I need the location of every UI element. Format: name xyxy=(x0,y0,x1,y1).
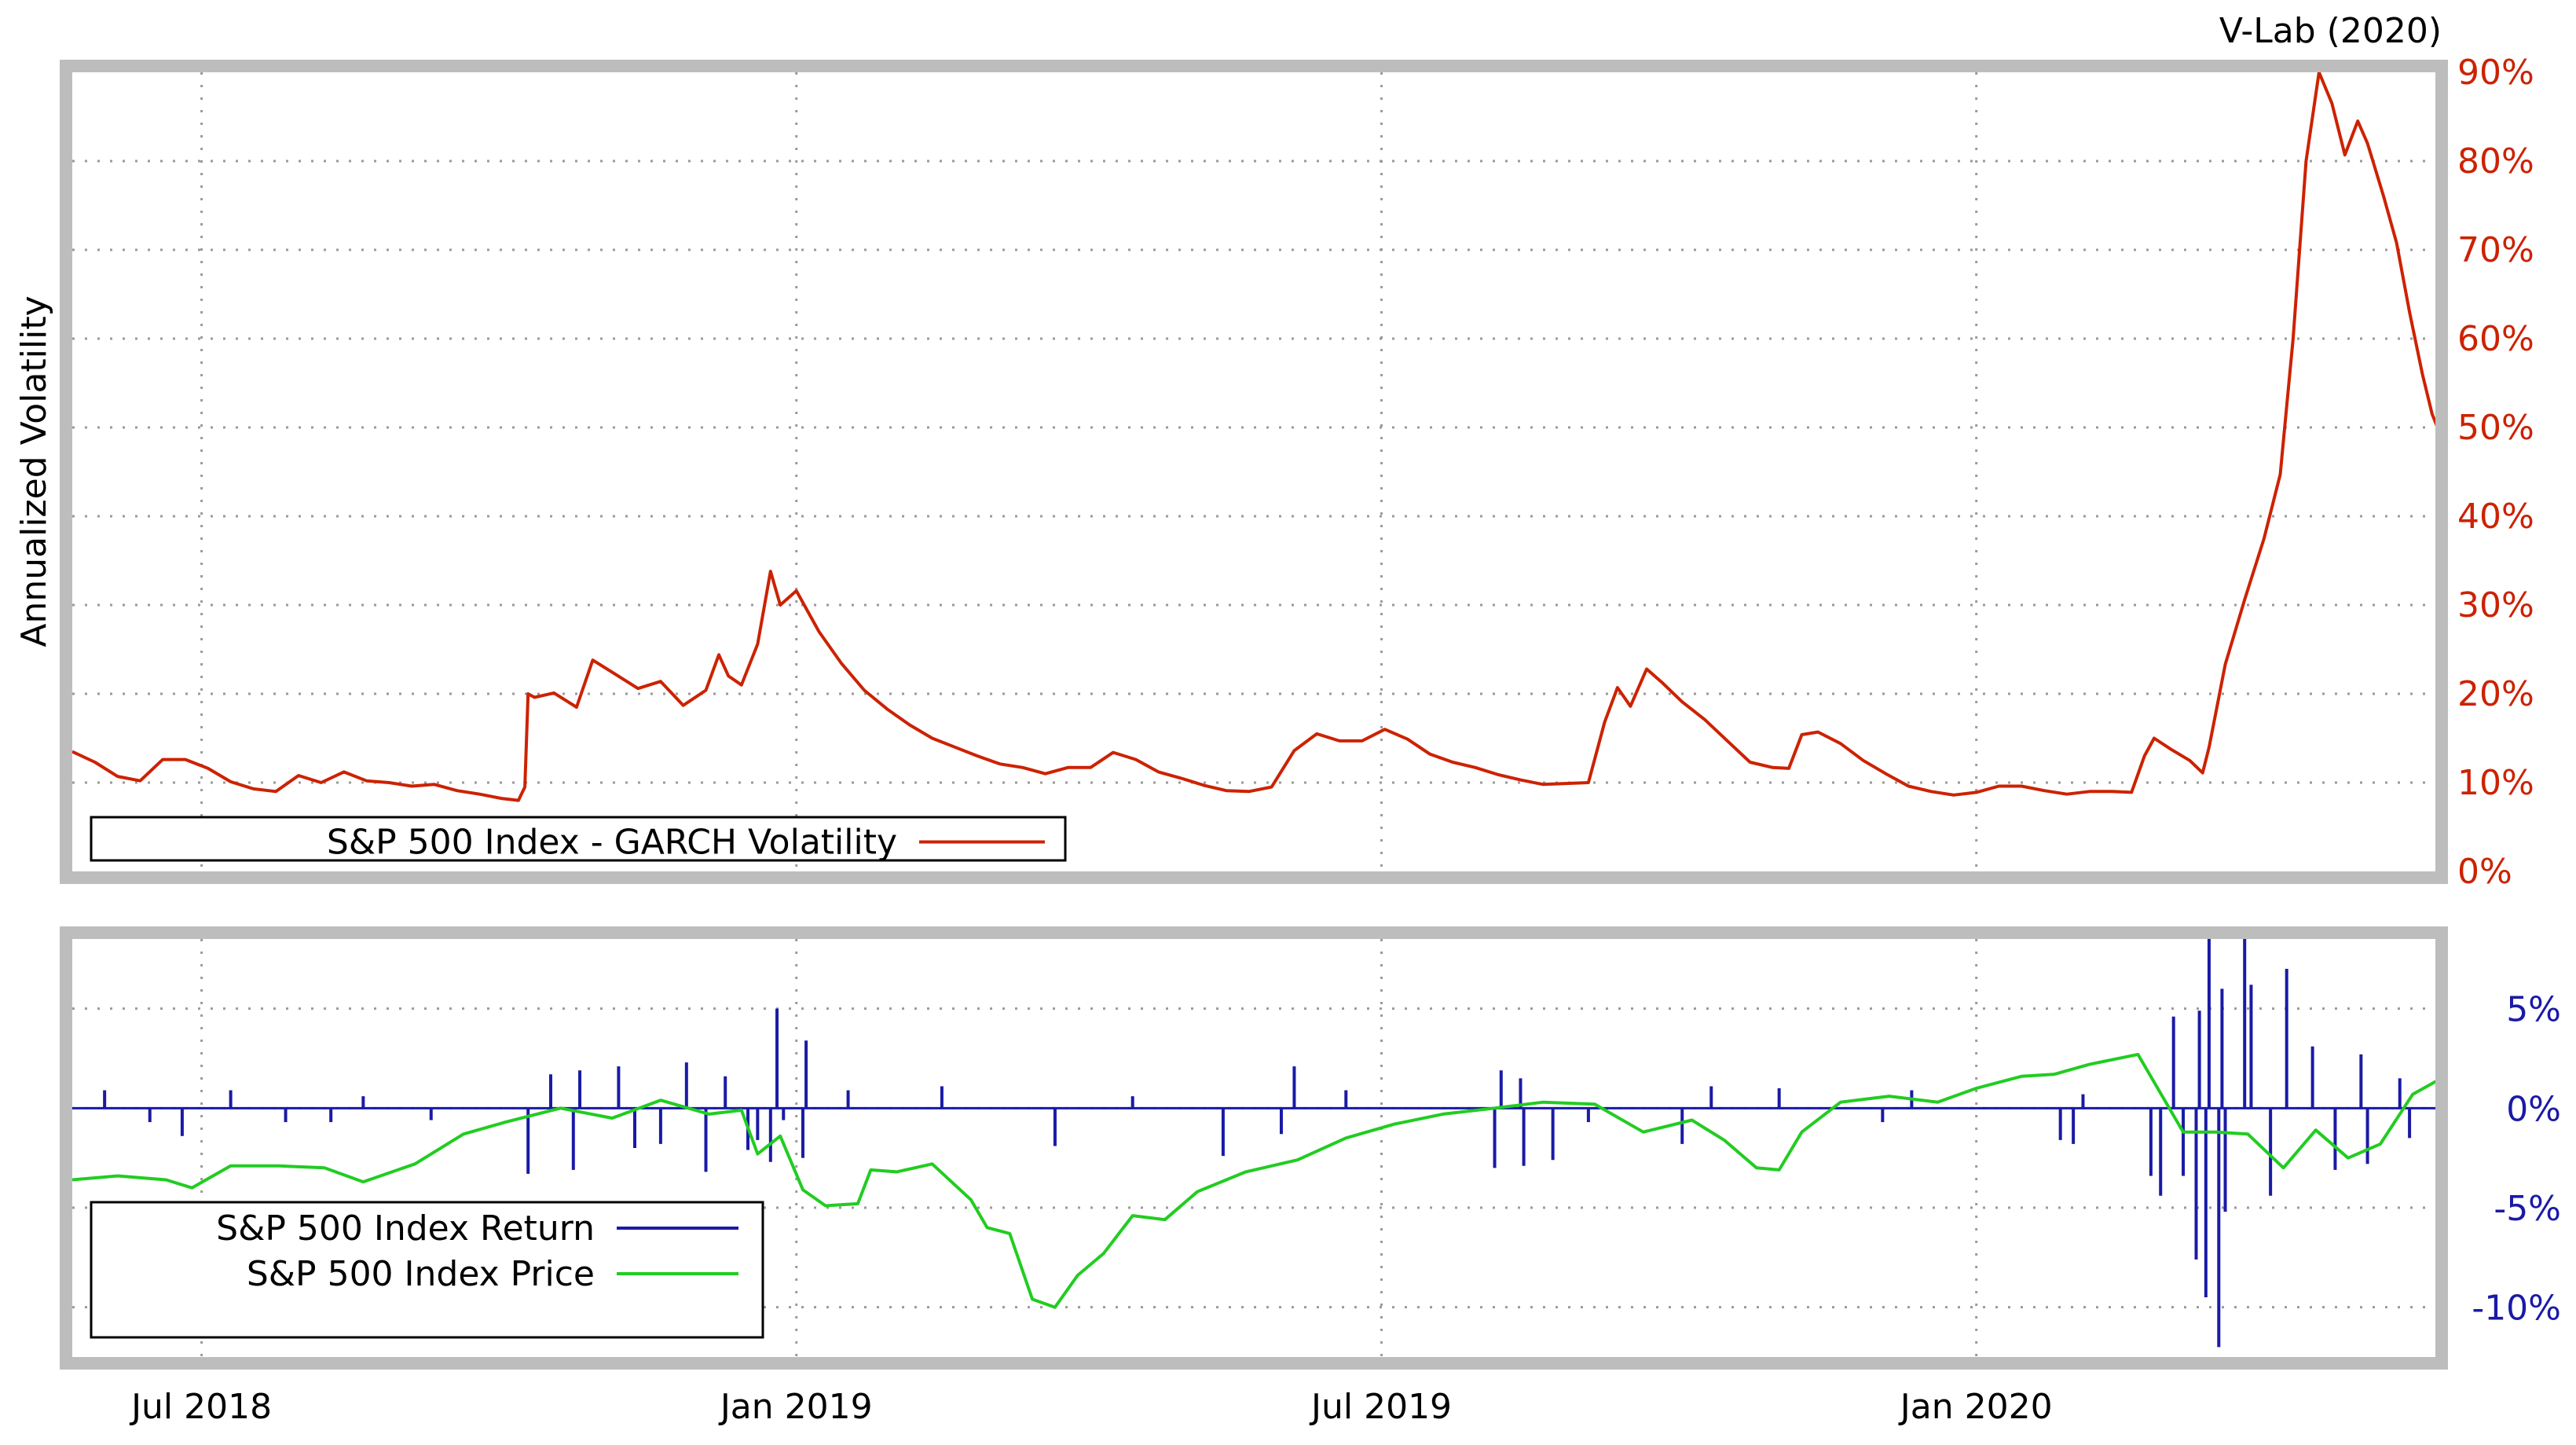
x-tick-jan-2019: Jan 2019 xyxy=(718,1387,873,1427)
y-tick-0: 0% xyxy=(2506,1089,2561,1129)
returns-y-axis: 5% 0% -5% -10% xyxy=(2472,990,2561,1329)
y-tick-40: 40% xyxy=(2457,497,2534,537)
series-s-p-500-index-garch-volatility xyxy=(72,72,2435,802)
x-tick-jan-2020: Jan 2020 xyxy=(1898,1387,2053,1427)
chart-credit: V-Lab (2020) xyxy=(2219,11,2442,51)
volatility-series xyxy=(72,72,2435,802)
volatility-panel-border xyxy=(60,60,2448,884)
returns-series xyxy=(72,939,2435,1348)
volatility-legend: S&P 500 Index - GARCH Volatility xyxy=(90,816,1067,863)
volatility-panel: 0% 10% 20% 30% 40% 50% 60% 70% 80% 90% Annualized… xyxy=(14,53,2534,892)
x-axis: Jul 2018 Jan 2019 Jul 2019 Jan 2020 xyxy=(129,1387,2053,1427)
y-tick-20: 20% xyxy=(2457,674,2534,714)
legend-label-s-p-500-index-return: S&P 500 Index Return xyxy=(216,1208,595,1249)
legend-box xyxy=(90,816,1067,862)
y-tick-10: -10% xyxy=(2472,1289,2561,1329)
legend-label-s-p-500-index-price: S&P 500 Index Price xyxy=(247,1254,595,1294)
y-tick-50: 50% xyxy=(2457,408,2534,448)
y-tick-0: 0% xyxy=(2457,852,2512,892)
y-axis-label: Annualized Volatility xyxy=(14,295,54,647)
x-tick-jul-2018: Jul 2018 xyxy=(129,1387,272,1427)
volatility-gridlines xyxy=(72,72,2435,871)
volatility-y-axis: 0% 10% 20% 30% 40% 50% 60% 70% 80% 90% xyxy=(2457,53,2534,892)
y-tick-30: 30% xyxy=(2457,585,2534,625)
legend-label-s-p-500-index-garch-volatility: S&P 500 Index - GARCH Volatility xyxy=(327,823,897,863)
y-tick-5: -5% xyxy=(2494,1189,2561,1229)
y-tick-70: 70% xyxy=(2457,230,2534,270)
legend-box xyxy=(90,1201,764,1339)
series-s-p-500-index-return xyxy=(72,939,2435,1348)
y-tick-60: 60% xyxy=(2457,319,2534,359)
y-tick-10: 10% xyxy=(2457,763,2534,803)
series-s-p-500-index-price xyxy=(72,1052,2435,1309)
y-tick-5: 5% xyxy=(2506,990,2561,1030)
x-tick-jul-2019: Jul 2019 xyxy=(1309,1387,1452,1427)
y-tick-90: 90% xyxy=(2457,53,2534,93)
returns-legend: S&P 500 Index Return S&P 500 Index Price xyxy=(90,1201,764,1339)
y-tick-80: 80% xyxy=(2457,141,2534,182)
